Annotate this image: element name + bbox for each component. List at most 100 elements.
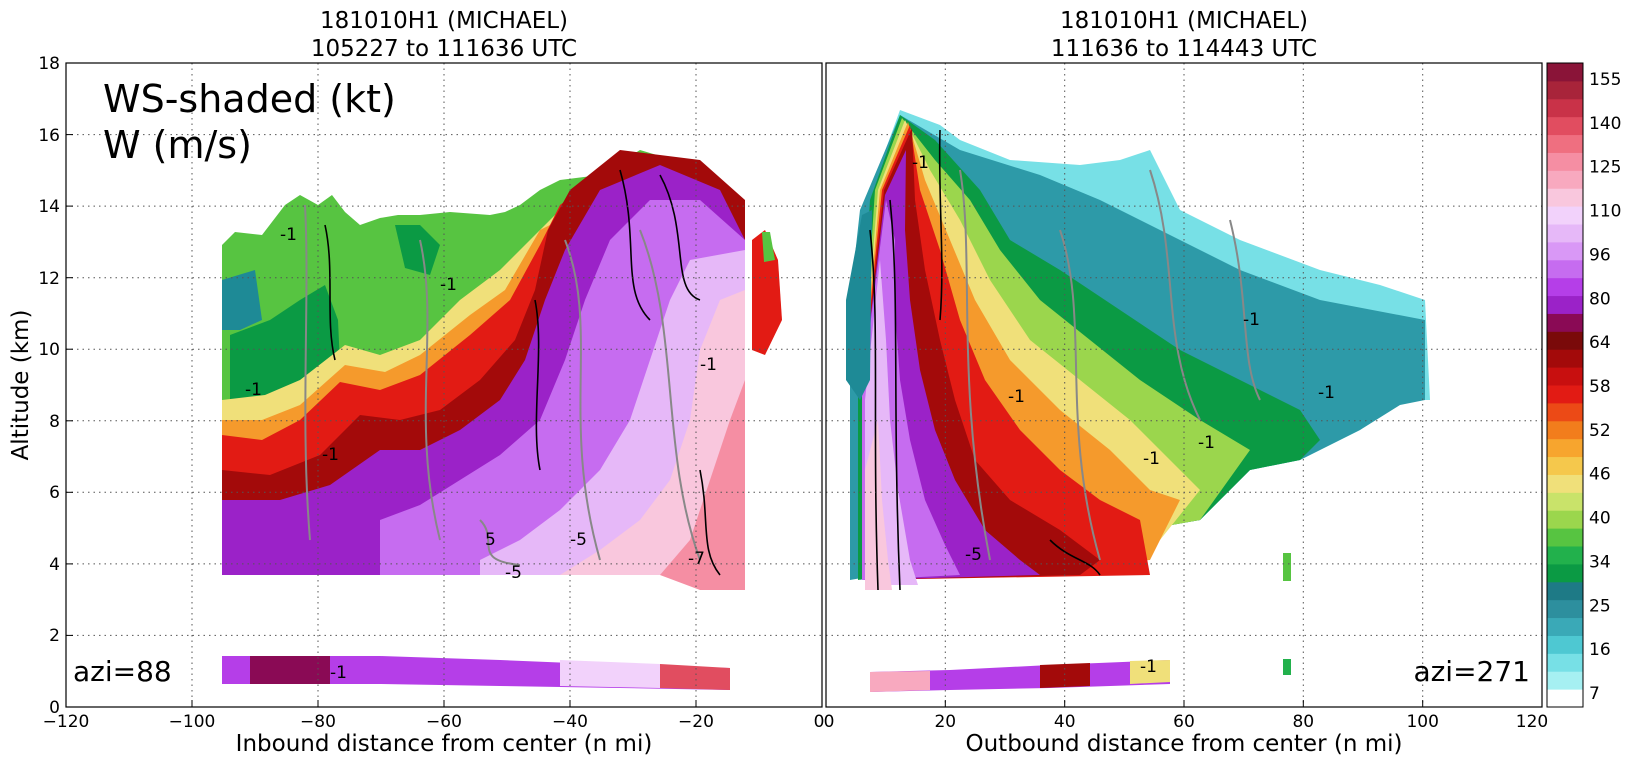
colorbar-tick-label: 125 — [1589, 158, 1621, 178]
x-tick-label: 80 — [1292, 712, 1314, 732]
left-field-lowstrip-dark — [250, 656, 330, 684]
colorbar-tick-label: 52 — [1589, 421, 1611, 441]
y-tick-label: 6 — [49, 483, 60, 503]
colorbar-tick-label: 64 — [1589, 333, 1611, 353]
annotation-ws-shaded: WS-shaded (kt) — [103, 77, 396, 121]
right-field-lowstrip-pink — [870, 671, 930, 692]
colorbar-bands — [1547, 63, 1583, 708]
colorbar-band — [1547, 420, 1583, 440]
contour-label: -1 — [1198, 433, 1215, 453]
contour-label: -1 — [1143, 449, 1160, 469]
contour-label: -1 — [700, 355, 717, 375]
left-x-axis-label: Inbound distance from center (n mi) — [236, 731, 653, 757]
colorbar-band — [1547, 116, 1583, 136]
y-axis-label: Altitude (km) — [8, 310, 34, 461]
right-contour-labels: -1 -1 -1 -1 -1 -1 -5 -1 — [912, 153, 1335, 677]
left-azimuth-label: azi=88 — [73, 655, 172, 688]
contour-label: -1 — [322, 445, 339, 465]
colorbar-band — [1547, 617, 1583, 636]
right-field-lowstrip — [870, 660, 1170, 692]
x-tick-label: 40 — [1054, 712, 1076, 732]
contour-label: -1 — [1318, 383, 1335, 403]
colorbar-band — [1547, 188, 1583, 207]
colorbar-band — [1547, 98, 1583, 118]
left-tick-marks — [66, 134, 697, 707]
colorbar-band — [1547, 170, 1583, 189]
contour-label: -5 — [570, 530, 587, 550]
colorbar-tick-label: 80 — [1589, 289, 1611, 309]
colorbar-band — [1547, 313, 1583, 332]
contour-label: -1 — [330, 663, 347, 683]
colorbar-band — [1547, 367, 1583, 386]
right-contours-gray — [959, 169, 1261, 561]
contour-label: -1 — [245, 380, 262, 400]
colorbar-band — [1547, 259, 1583, 279]
colorbar-tick-label: 34 — [1589, 552, 1611, 572]
contour-label: -1 — [1008, 387, 1025, 407]
contour-label: -1 — [912, 153, 929, 173]
x-tick-label: −120 — [43, 712, 90, 732]
x-tick-label: 0 — [814, 712, 825, 732]
colorbar-band — [1547, 438, 1583, 458]
colorbar-tick-label: 7 — [1589, 684, 1600, 704]
colorbar-tick-label: 140 — [1589, 114, 1621, 134]
colorbar-band — [1547, 635, 1583, 654]
right-field-pink — [865, 420, 892, 590]
left-title-line2: 105227 to 111636 UTC — [311, 36, 577, 62]
left-panel: 181010H1 (MICHAEL) 105227 to 111636 UTC — [8, 8, 824, 757]
right-title-line2: 111636 to 114443 UTC — [1051, 36, 1317, 62]
y-tick-label: 18 — [38, 54, 60, 74]
annotation-w: W (m/s) — [103, 123, 252, 167]
colorbar-band — [1547, 402, 1583, 422]
contour-label: -1 — [1243, 310, 1260, 330]
colorbar: 7 16 25 34 40 46 52 58 64 80 96 110 125 140 155 — [1546, 62, 1621, 708]
contour-label: -5 — [965, 545, 982, 565]
colorbar-band — [1547, 331, 1583, 350]
colorbar-band — [1547, 241, 1583, 261]
left-field-pink — [560, 290, 745, 575]
x-tick-label: 0 — [824, 712, 835, 732]
right-field — [846, 110, 1430, 692]
colorbar-tick-label: 155 — [1589, 70, 1621, 90]
colorbar-tick-label: 58 — [1589, 377, 1611, 397]
left-field-darkgreen-2 — [395, 225, 440, 275]
colorbar-band — [1547, 492, 1583, 511]
y-tick-label: 12 — [38, 269, 60, 289]
colorbar-band — [1547, 134, 1583, 153]
right-x-ticklabels: 0 20 40 60 80 100 120 — [824, 712, 1549, 732]
colorbar-band — [1547, 63, 1583, 82]
colorbar-tick-label: 25 — [1589, 596, 1611, 616]
x-tick-label: −100 — [169, 712, 216, 732]
colorbar-band — [1547, 295, 1583, 314]
right-azimuth-label: azi=271 — [1413, 655, 1530, 688]
colorbar-band — [1547, 474, 1583, 493]
left-field — [222, 150, 782, 690]
colorbar-tick-label: 110 — [1589, 202, 1621, 222]
colorbar-band — [1547, 80, 1583, 100]
y-tick-label: 14 — [38, 197, 60, 217]
colorbar-band — [1547, 510, 1583, 529]
colorbar-tick-label: 16 — [1589, 640, 1611, 660]
y-tick-label: 10 — [38, 340, 60, 360]
left-field-teal — [222, 270, 262, 330]
x-tick-label: −60 — [426, 712, 462, 732]
y-tick-label: 8 — [49, 412, 60, 432]
y-tick-label: 2 — [49, 626, 60, 646]
left-field-lowstrip-red — [660, 664, 730, 690]
colorbar-band — [1547, 563, 1583, 583]
colorbar-frame — [1546, 62, 1584, 708]
x-tick-label: −40 — [552, 712, 588, 732]
right-field-patch — [1283, 659, 1291, 675]
colorbar-band — [1547, 528, 1583, 547]
colorbar-band — [1547, 152, 1583, 171]
right-gridlines — [826, 63, 1542, 707]
contour-label: -5 — [505, 563, 522, 583]
y-tick-label: 4 — [49, 555, 60, 575]
contour-label: -1 — [1140, 657, 1157, 677]
colorbar-band — [1547, 206, 1583, 225]
left-field-fragment-green — [762, 232, 775, 262]
contour-label: -1 — [280, 225, 297, 245]
colorbar-tick-label: 96 — [1589, 245, 1611, 265]
x-tick-label: 60 — [1173, 712, 1195, 732]
